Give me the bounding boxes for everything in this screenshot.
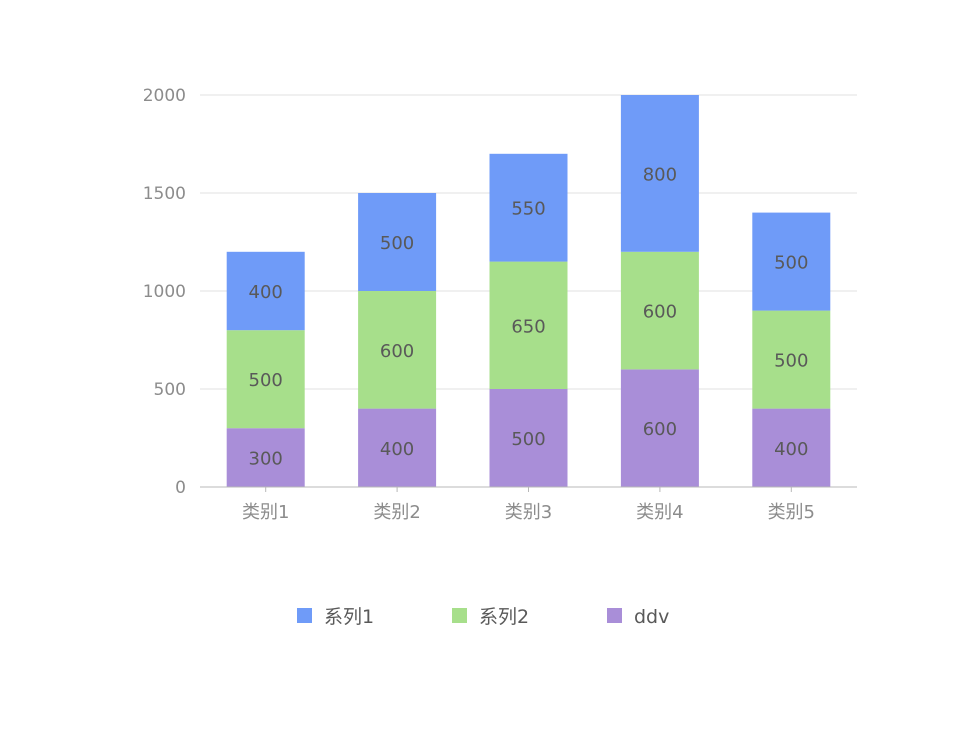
legend-label: 系列2 xyxy=(479,606,529,628)
data-label: 500 xyxy=(774,351,808,372)
data-label: 400 xyxy=(249,282,283,303)
x-tick-label: 类别1 xyxy=(242,502,289,523)
bar-segment xyxy=(358,408,437,487)
data-label: 800 xyxy=(643,164,677,185)
bar-segment xyxy=(752,310,831,409)
legend-item[interactable]: 系列2 xyxy=(452,606,529,628)
y-tick-label: 2000 xyxy=(143,86,186,106)
legend-swatch xyxy=(607,608,622,623)
data-label: 600 xyxy=(643,419,677,440)
y-tick-label: 0 xyxy=(175,478,186,498)
bars xyxy=(226,95,831,487)
x-tick-label: 类别5 xyxy=(768,502,815,523)
data-labels: 300 500 400 400 600 500 500 650 550 600 600 800 400 5… xyxy=(249,164,809,469)
bar-segment xyxy=(489,389,568,487)
bar-segment xyxy=(489,261,568,389)
data-label: 500 xyxy=(380,233,414,254)
data-label: 300 xyxy=(249,449,283,470)
bar-segment xyxy=(752,408,831,487)
bar-segment xyxy=(620,251,699,370)
data-label: 600 xyxy=(380,341,414,362)
bar-segment xyxy=(489,153,568,262)
x-tick-label: 类别2 xyxy=(373,502,420,523)
data-label: 650 xyxy=(511,316,545,337)
data-label: 500 xyxy=(511,429,545,450)
y-tick-label: 500 xyxy=(154,380,186,400)
bar-segment xyxy=(752,212,831,311)
data-label: 600 xyxy=(643,302,677,323)
data-label: 500 xyxy=(249,370,283,391)
x-tick-label: 类别4 xyxy=(636,502,683,523)
legend-swatch xyxy=(297,608,312,623)
data-label: 400 xyxy=(774,439,808,460)
legend-label: ddv xyxy=(634,606,669,628)
axes: 0 500 1000 1500 2000 类别1 类别2 类别3 类别4 类别5 xyxy=(143,86,857,523)
y-tick-label: 1000 xyxy=(143,282,186,302)
legend-swatch xyxy=(452,608,467,623)
legend-item[interactable]: ddv xyxy=(607,606,669,628)
legend-item[interactable]: 系列1 xyxy=(297,606,374,628)
bar-segment xyxy=(226,428,305,487)
bar-segment xyxy=(226,251,305,331)
data-label: 400 xyxy=(380,439,414,460)
data-label: 500 xyxy=(774,253,808,274)
bar-segment xyxy=(620,95,699,252)
y-tick-label: 1500 xyxy=(143,184,186,204)
bar-segment xyxy=(226,330,305,429)
bar-segment xyxy=(358,291,437,409)
bar-segment xyxy=(620,369,699,487)
legend-label: 系列1 xyxy=(324,606,374,628)
x-tick-label: 类别3 xyxy=(505,502,552,523)
bar-segment xyxy=(358,193,437,291)
data-label: 550 xyxy=(511,199,545,220)
legend: 系列1 系列2 ddv xyxy=(297,606,669,628)
